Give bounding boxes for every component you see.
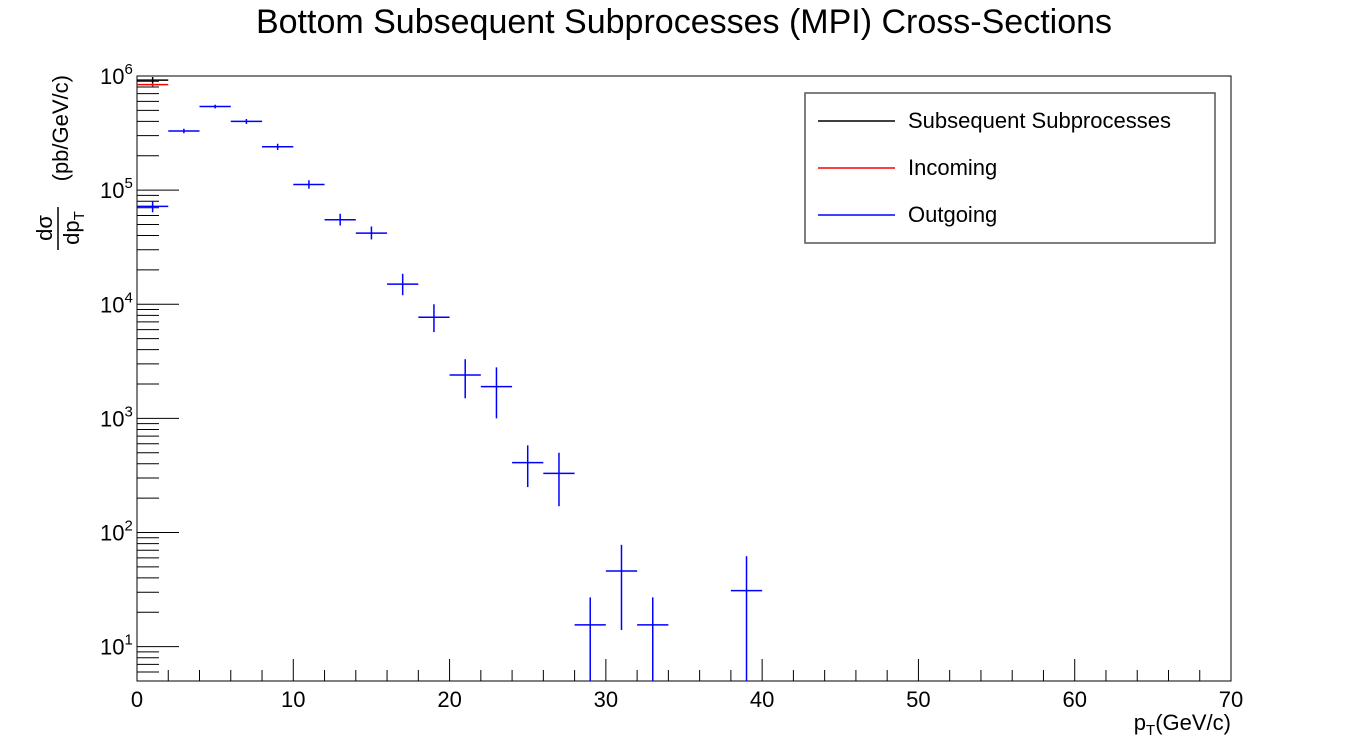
y-tick-label: 102: [100, 518, 133, 546]
legend: Subsequent Subprocesses Incoming Outgoin…: [804, 92, 1216, 244]
y-tick-label: 106: [100, 61, 133, 89]
x-axis-tick-labels: 0 10 20 30 40 50 60 70: [131, 687, 1243, 712]
y-tick-base: 10: [100, 635, 124, 660]
y-tick-base: 10: [100, 521, 124, 546]
x-axis-title: pT(GeV/c): [1134, 710, 1231, 739]
x-tick-label: 50: [906, 687, 930, 712]
y-axis-title-denominator: dpT: [59, 211, 88, 245]
series-incoming: [137, 82, 169, 87]
x-axis-ticks: [136, 659, 1232, 681]
legend-label-outgoing: Outgoing: [908, 202, 997, 227]
y-tick-exponent: 5: [124, 175, 132, 192]
y-axis-fraction: dσ dpT: [32, 207, 88, 250]
x-tick-label: 10: [281, 687, 305, 712]
y-axis-title: (pb/GeV/c): [48, 75, 73, 181]
y-tick-label: 103: [100, 403, 133, 431]
chart-title: Bottom Subsequent Subprocesses (MPI) Cro…: [256, 3, 1112, 41]
y-tick-exponent: 4: [124, 289, 132, 306]
y-axis-title-denominator-base: dp: [59, 220, 84, 244]
y-tick-label: 101: [100, 632, 133, 660]
data-points: [137, 77, 763, 681]
y-tick-exponent: 2: [124, 518, 132, 535]
legend-label-subsequent: Subsequent Subprocesses: [908, 108, 1171, 133]
x-tick-label: 20: [437, 687, 461, 712]
x-tick-label: 60: [1062, 687, 1086, 712]
legend-label-incoming: Incoming: [908, 155, 997, 180]
y-tick-exponent: 3: [124, 403, 132, 420]
x-axis-title-subscript: T: [1146, 722, 1155, 739]
y-tick-exponent: 1: [124, 632, 132, 649]
y-tick-base: 10: [100, 406, 124, 431]
y-tick-base: 10: [100, 178, 124, 203]
series-subsequent-subprocesses: [137, 77, 169, 84]
x-axis-title-base: p: [1134, 710, 1146, 735]
y-axis-title-units: (pb/GeV/c): [48, 75, 73, 181]
y-tick-base: 10: [100, 292, 124, 317]
x-axis-title-units: (GeV/c): [1155, 710, 1231, 735]
y-tick-exponent: 6: [124, 61, 132, 78]
y-axis-title-denominator-subscript: T: [71, 211, 88, 220]
series-outgoing: [137, 104, 763, 681]
x-tick-label: 70: [1219, 687, 1243, 712]
x-tick-label: 40: [750, 687, 774, 712]
x-tick-label: 30: [594, 687, 618, 712]
plot-frame: [136, 75, 1232, 682]
y-axis-ticks: [137, 75, 179, 682]
y-tick-label: 105: [100, 175, 133, 203]
y-tick-base: 10: [100, 64, 124, 89]
x-tick-label: 0: [131, 687, 143, 712]
y-tick-label: 104: [100, 289, 133, 317]
y-axis-title-numerator: dσ: [32, 215, 57, 241]
